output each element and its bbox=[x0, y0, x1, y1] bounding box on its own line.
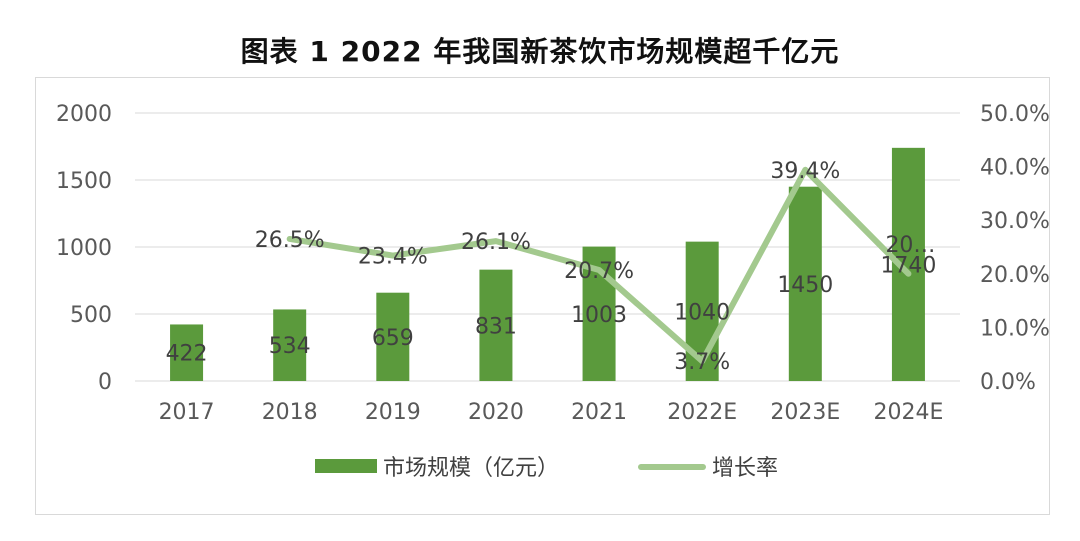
line-data-label: 26.1% bbox=[461, 230, 531, 255]
x-tick-label: 2019 bbox=[365, 400, 421, 425]
bar-data-label: 1040 bbox=[674, 300, 730, 325]
bar-data-label: 1740 bbox=[880, 253, 936, 278]
bar-data-label: 659 bbox=[372, 326, 414, 351]
x-tick-label: 2023E bbox=[770, 400, 840, 425]
y-right-tick-label: 40.0% bbox=[980, 156, 1050, 181]
chart-title: 图表 1 2022 年我国新茶饮市场规模超千亿元 bbox=[240, 35, 840, 68]
y-right-tick-label: 10.0% bbox=[980, 316, 1050, 341]
line-data-label: 20.7% bbox=[564, 259, 634, 284]
x-tick-label: 2022E bbox=[667, 400, 737, 425]
y-right-tick-label: 50.0% bbox=[980, 102, 1050, 127]
x-tick-label: 2018 bbox=[262, 400, 318, 425]
chart-frame bbox=[35, 77, 1050, 515]
x-tick-label: 2024E bbox=[873, 400, 943, 425]
bar-data-label: 831 bbox=[475, 314, 517, 339]
y-right-tick-label: 30.0% bbox=[980, 209, 1050, 234]
bar bbox=[170, 324, 204, 381]
legend-bar-swatch bbox=[315, 459, 377, 473]
line-data-label: 26.5% bbox=[255, 228, 325, 253]
y-right-tick-label: 20.0% bbox=[980, 263, 1050, 288]
bar bbox=[479, 269, 513, 381]
bar bbox=[273, 309, 307, 381]
line-data-label: 20… bbox=[885, 233, 935, 258]
bar-data-label: 1450 bbox=[777, 273, 833, 298]
y-left-tick-label: 0 bbox=[98, 370, 112, 395]
y-left-tick-label: 2000 bbox=[56, 102, 112, 127]
bar-data-label: 1003 bbox=[571, 303, 627, 328]
line-data-label: 23.4% bbox=[358, 245, 428, 270]
line-data-label: 3.7% bbox=[674, 350, 730, 375]
bar bbox=[788, 186, 822, 381]
bar-data-label: 422 bbox=[166, 342, 208, 367]
y-left-tick-label: 1000 bbox=[56, 236, 112, 261]
line-data-label: 39.4% bbox=[770, 159, 840, 184]
y-left-tick-label: 500 bbox=[70, 303, 112, 328]
y-right-tick-label: 0.0% bbox=[980, 370, 1036, 395]
x-tick-label: 2021 bbox=[571, 400, 627, 425]
y-left-tick-label: 1500 bbox=[56, 169, 112, 194]
x-tick-label: 2017 bbox=[159, 400, 215, 425]
bar bbox=[376, 292, 410, 381]
bar-data-label: 534 bbox=[269, 334, 311, 359]
growth-line bbox=[286, 166, 912, 365]
legend-line-label: 增长率 bbox=[712, 456, 778, 481]
legend-bar-label: 市场规模（亿元） bbox=[383, 456, 559, 481]
x-tick-label: 2020 bbox=[468, 400, 524, 425]
